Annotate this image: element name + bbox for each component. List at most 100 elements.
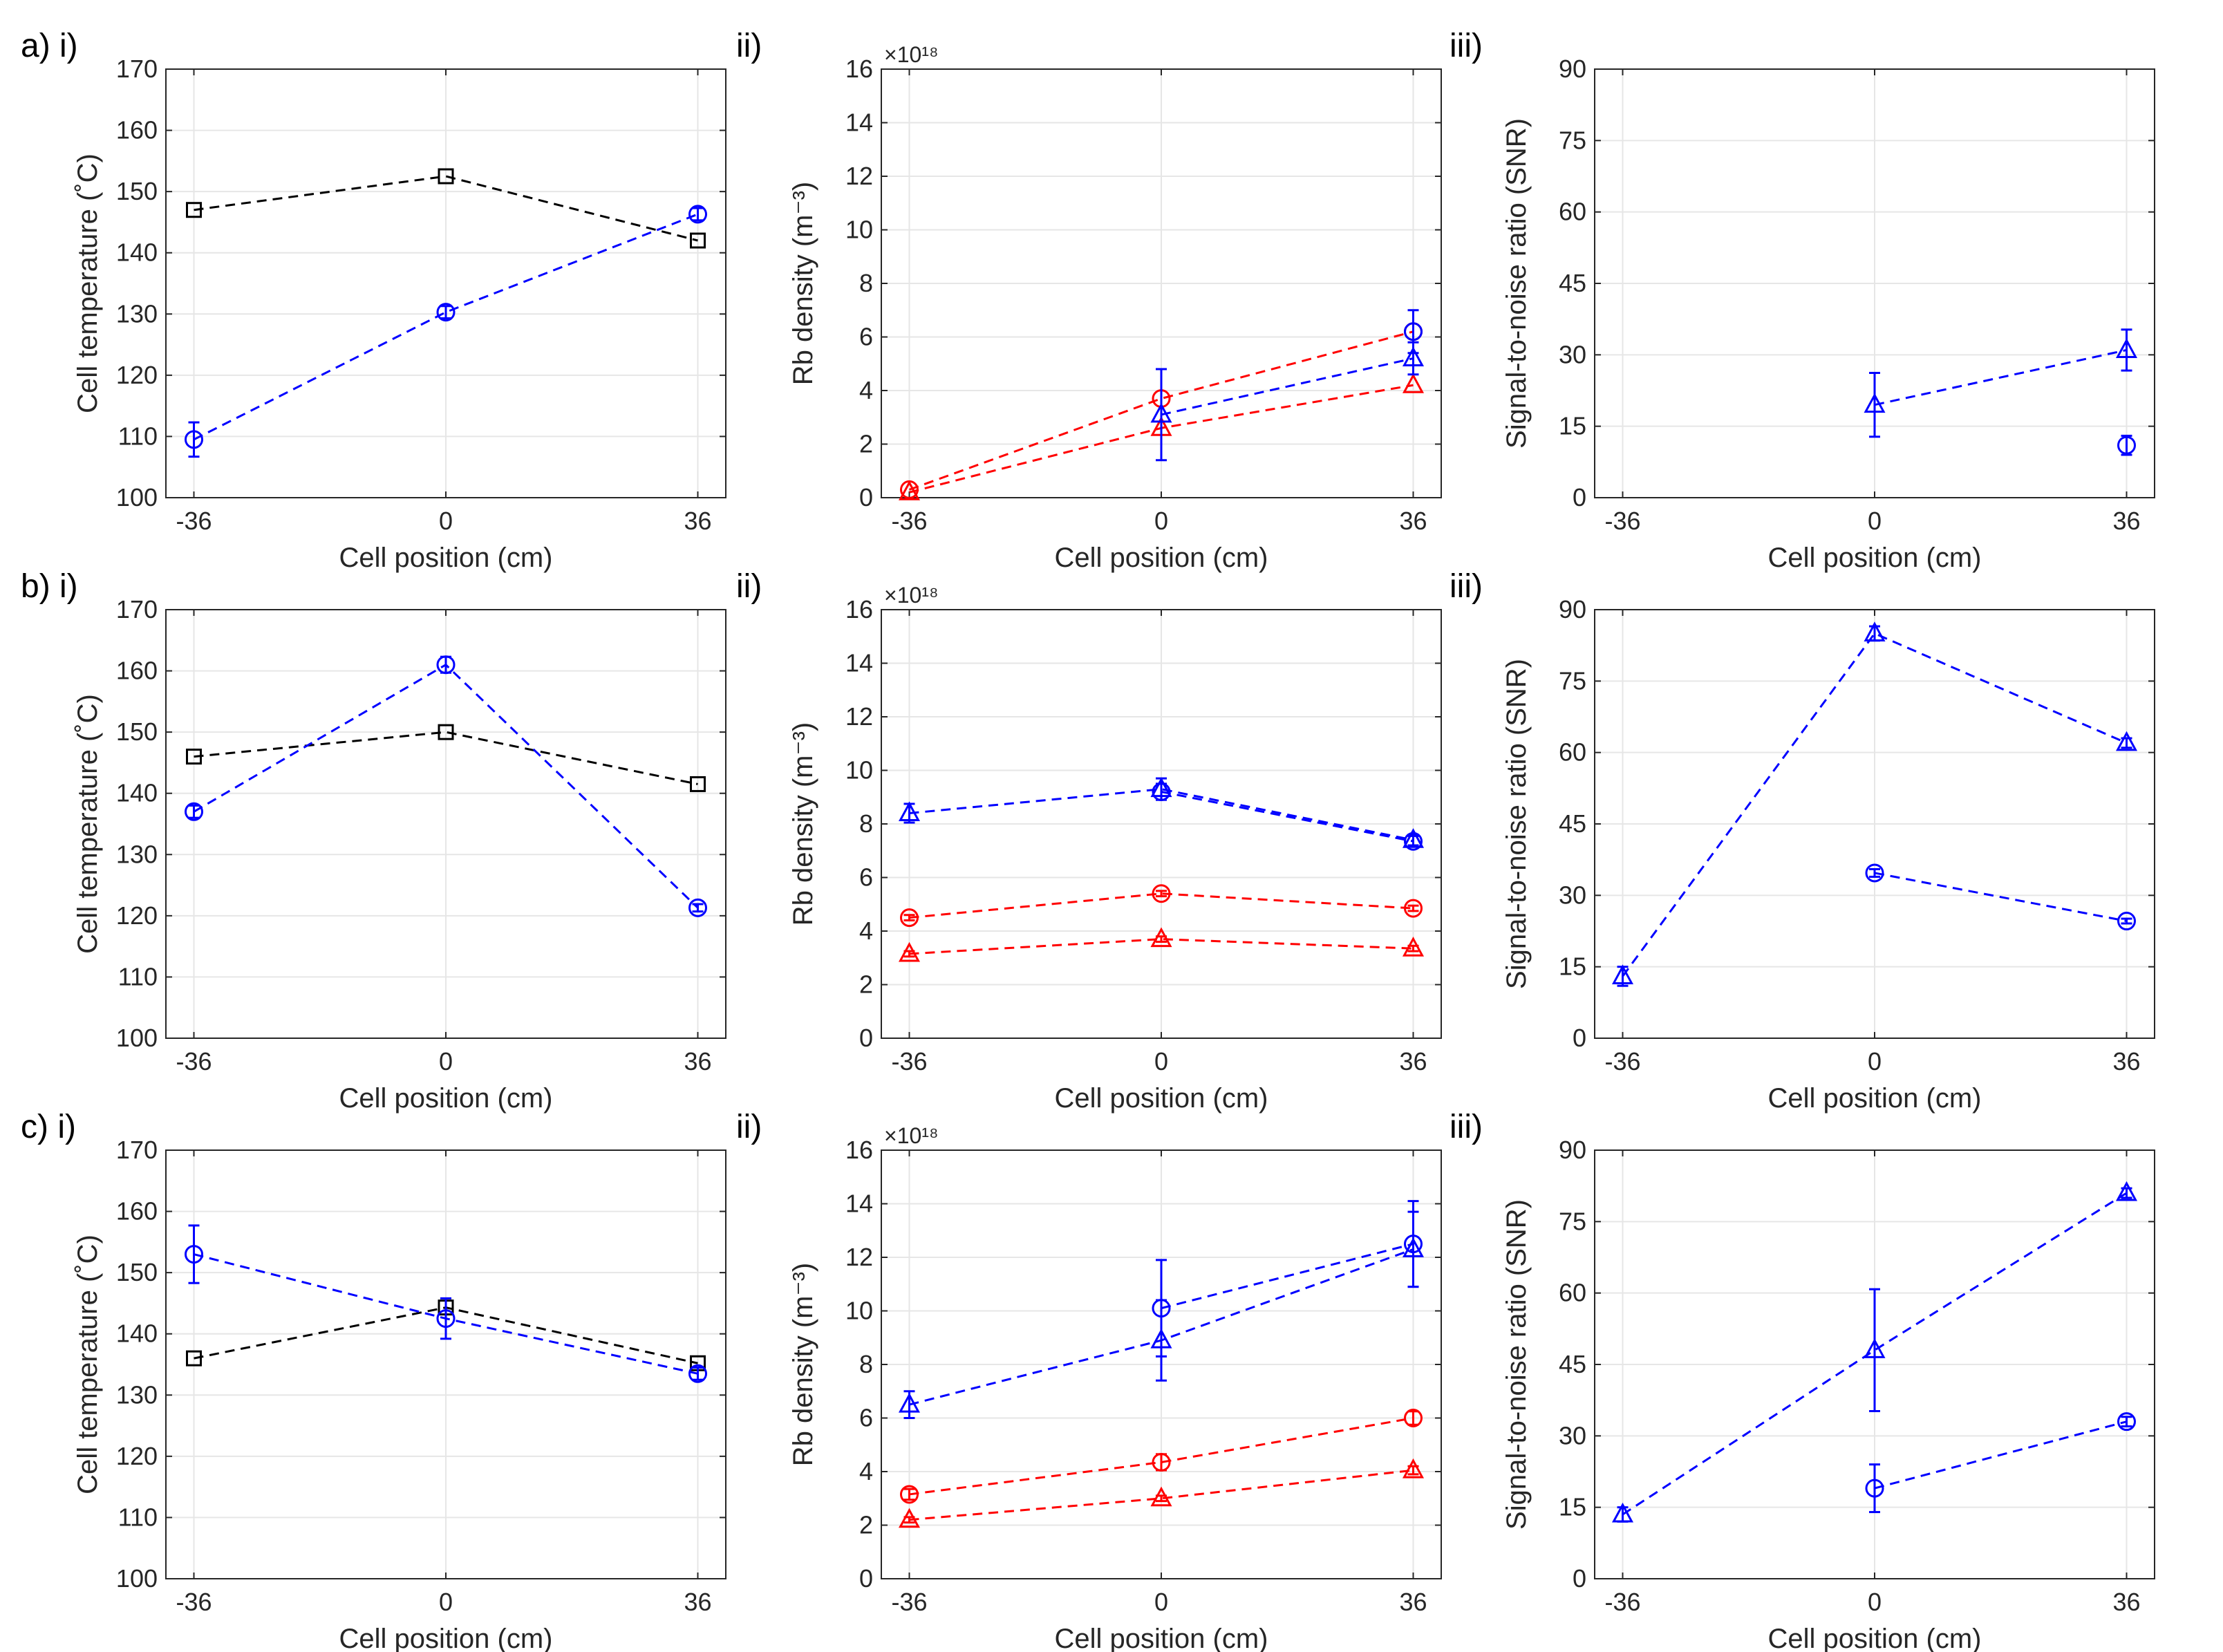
x-tick-label: 36 (684, 1588, 711, 1616)
x-axis-label: Cell position (cm) (1768, 543, 1982, 573)
x-tick-label: 36 (1399, 507, 1427, 535)
series-line (909, 1417, 1414, 1496)
y-tick-label: 100 (116, 1564, 158, 1593)
series-line (1874, 348, 2127, 406)
x-axis-label: Cell position (cm) (1055, 1624, 1268, 1652)
data-point-triangle (1150, 402, 1172, 423)
y-tick-label: 2 (859, 430, 873, 458)
y-tick-label: 150 (116, 1258, 158, 1286)
series-blue-circles (1152, 782, 1423, 851)
y-tick-label: 10 (845, 216, 873, 244)
y-tick-label: 6 (859, 323, 873, 351)
x-axis-label: Cell position (cm) (1768, 1083, 1982, 1114)
panel-label: ii) (736, 28, 762, 64)
series-line (1874, 1420, 2127, 1490)
series-line (1161, 357, 1414, 416)
series-blue-circles (1404, 309, 1423, 355)
x-tick-label: -36 (176, 507, 212, 535)
y-tick-label: 4 (859, 376, 873, 404)
data-point-square (186, 749, 202, 765)
x-tick-label: -36 (891, 507, 927, 535)
data-point-square (186, 202, 202, 218)
panel-a-i: -36 0 36 100 110 120 130 140 150 160 170 Cell posit… (21, 28, 726, 573)
panel-label: ii) (736, 1109, 762, 1145)
data-point-circle (1865, 863, 1884, 883)
series-line (194, 175, 698, 242)
axis-multiplier: ×10¹⁸ (884, 583, 938, 608)
x-tick-label: 36 (1399, 1047, 1427, 1076)
y-tick-label: 160 (116, 116, 158, 144)
y-tick-label: 15 (1559, 412, 1586, 440)
y-tick-label: 2 (859, 1511, 873, 1539)
y-axis-label: Cell temperature (˚C) (73, 694, 103, 954)
panel-b-ii: -36 0 36 0 2 4 6 8 10 12 14 16 Cell position (cm) Rb … (736, 568, 1442, 1114)
y-tick-label: 0 (1573, 483, 1586, 511)
y-tick-label: 2 (859, 970, 873, 999)
data-point-circle (185, 1245, 203, 1264)
y-tick-label: 130 (116, 840, 158, 868)
x-tick-label: 36 (2112, 1047, 2140, 1076)
x-tick-label: 0 (1868, 507, 1882, 535)
data-point-circle (1404, 832, 1423, 851)
series-blue-circles (185, 205, 707, 458)
y-tick-label: 170 (116, 55, 158, 83)
y-tick-label: 15 (1559, 952, 1586, 981)
x-tick-label: 36 (684, 507, 711, 535)
y-tick-label: 90 (1559, 1136, 1586, 1164)
y-axis-label: Rb density (m⁻³) (788, 722, 818, 926)
series-blue-circles (2117, 434, 2136, 456)
y-tick-label: 15 (1559, 1493, 1586, 1521)
panel-label: ii) (736, 568, 762, 605)
y-tick-label: 8 (859, 269, 873, 297)
y-tick-label: 0 (859, 483, 873, 511)
panel-label: iii) (1450, 1109, 1483, 1145)
data-point-circle (688, 898, 707, 917)
x-tick-label: 0 (1154, 507, 1168, 535)
y-axis-label: Signal-to-noise ratio (SNR) (1501, 118, 1532, 449)
y-tick-label: 110 (118, 1503, 158, 1531)
x-tick-label: 0 (1154, 1047, 1168, 1076)
panel-a-ii: -36 0 36 0 2 4 6 8 10 12 14 16 Cell position (cm) Rb … (736, 28, 1442, 573)
data-point-square (690, 232, 706, 249)
series-blue-circles (1865, 863, 2136, 931)
data-point-triangle (1864, 393, 1886, 413)
series-blue-circles (1152, 1200, 1423, 1358)
x-tick-label: 36 (1399, 1588, 1427, 1616)
y-tick-label: 6 (859, 1404, 873, 1432)
y-tick-label: 30 (1559, 1421, 1586, 1449)
y-tick-label: 0 (1573, 1024, 1586, 1052)
data-point-triangle (1402, 937, 1425, 957)
panel-c-iii: -36 0 36 0 15 30 45 60 75 90 Cell position (cm) Sig… (1450, 1109, 2155, 1652)
x-tick-label: 36 (2112, 1588, 2140, 1616)
x-tick-label: -36 (1604, 1047, 1640, 1076)
data-point-triangle (898, 801, 921, 821)
y-tick-label: 150 (116, 717, 158, 746)
axis-multiplier: ×10¹⁸ (884, 1123, 938, 1148)
y-tick-label: 110 (118, 422, 158, 450)
y-tick-label: 90 (1559, 55, 1586, 83)
data-point-circle (1152, 1452, 1171, 1472)
x-tick-label: 0 (439, 1588, 453, 1616)
data-point-circle (436, 303, 456, 322)
series-line (909, 788, 1414, 841)
series-blue-triangles (1611, 1181, 2138, 1523)
y-tick-label: 110 (118, 962, 158, 991)
x-tick-label: 0 (1868, 1047, 1882, 1076)
data-point-circle (2117, 435, 2136, 455)
y-tick-label: 170 (116, 595, 158, 623)
x-axis-label: Cell position (cm) (1055, 1083, 1268, 1114)
y-tick-label: 12 (845, 162, 873, 190)
x-tick-label: -36 (891, 1588, 927, 1616)
data-point-triangle (1864, 621, 1886, 641)
data-point-square (438, 168, 454, 185)
data-point-square (186, 1350, 202, 1367)
x-tick-label: -36 (176, 1588, 212, 1616)
y-tick-label: 45 (1559, 809, 1586, 838)
series-line (1161, 1243, 1414, 1310)
x-tick-label: -36 (891, 1047, 927, 1076)
series-red-triangles (898, 1458, 1425, 1528)
data-point-triangle (2115, 1181, 2138, 1201)
y-tick-label: 0 (859, 1024, 873, 1052)
y-tick-label: 75 (1559, 126, 1586, 154)
series-red-circles (900, 1409, 1423, 1504)
